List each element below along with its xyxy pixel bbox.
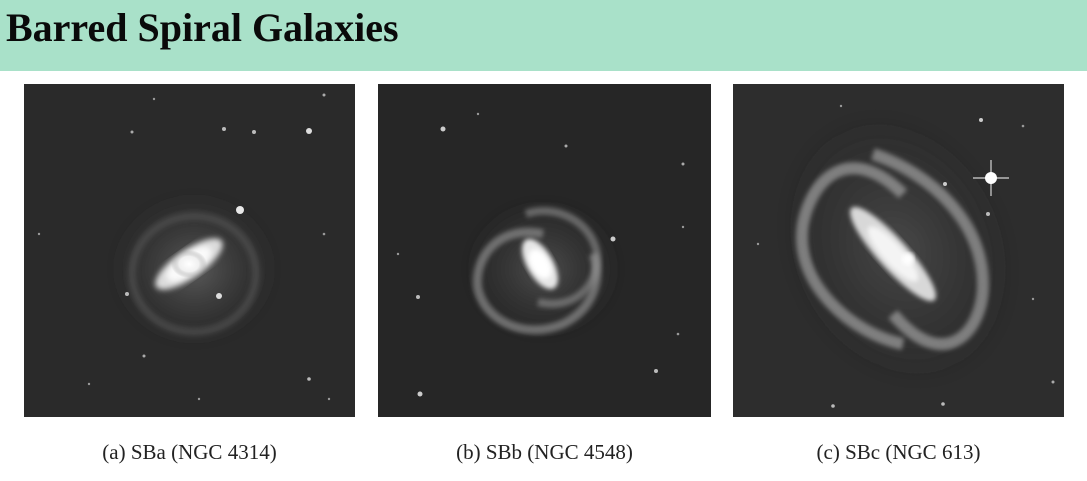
caption-sbb: (b) SBb (NGC 4548) xyxy=(456,440,633,464)
page-title: Barred Spiral Galaxies xyxy=(6,5,399,50)
title-banner: Barred Spiral Galaxies xyxy=(0,0,1087,71)
galaxy-image-sbc xyxy=(733,84,1064,417)
bright-star xyxy=(973,160,1009,196)
galaxy-image-sbb xyxy=(378,84,711,417)
galaxy-image-sba xyxy=(24,84,355,417)
caption-sba: (a) SBa (NGC 4314) xyxy=(102,440,277,464)
caption-sbc: (c) SBc (NGC 613) xyxy=(816,440,981,464)
